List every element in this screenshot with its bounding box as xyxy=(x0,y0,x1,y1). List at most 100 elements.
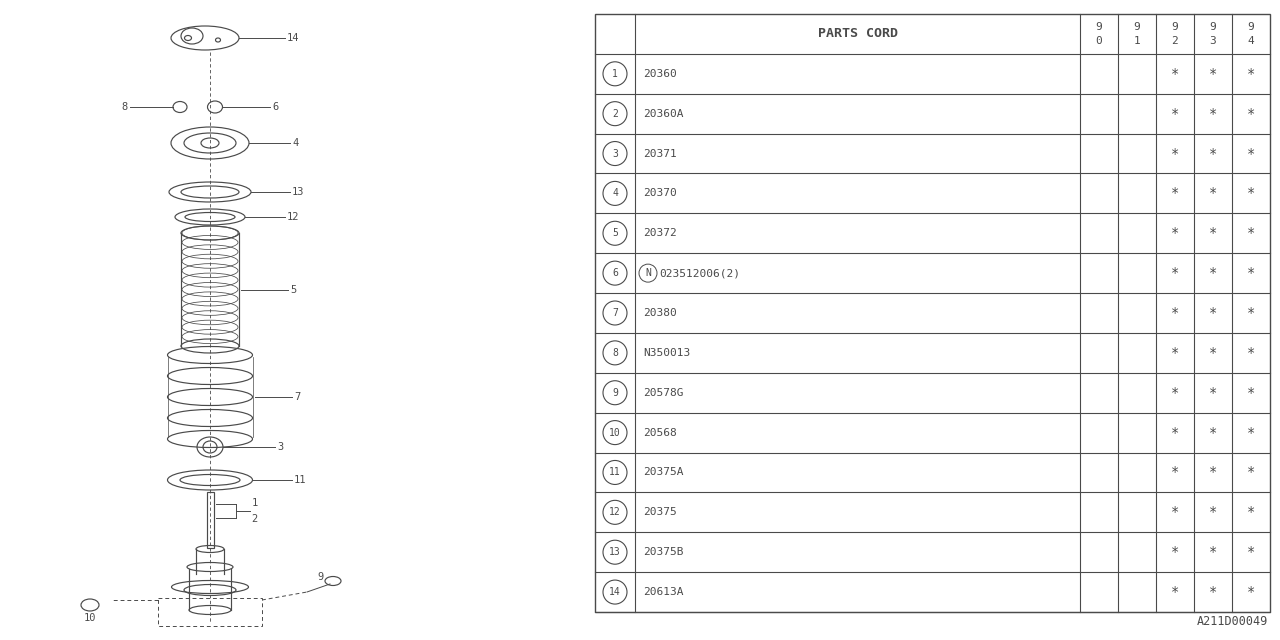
Text: 20375: 20375 xyxy=(643,508,677,517)
Text: *: * xyxy=(1208,107,1217,121)
Text: *: * xyxy=(1171,227,1179,240)
Text: *: * xyxy=(1171,585,1179,599)
Text: *: * xyxy=(1171,426,1179,440)
Text: *: * xyxy=(1247,346,1256,360)
Text: *: * xyxy=(1247,147,1256,161)
Text: *: * xyxy=(1171,107,1179,121)
Text: *: * xyxy=(1208,147,1217,161)
Text: *: * xyxy=(1171,386,1179,400)
Text: 7: 7 xyxy=(612,308,618,318)
Text: 0: 0 xyxy=(1096,36,1102,46)
Text: 11: 11 xyxy=(609,467,621,477)
Text: *: * xyxy=(1247,386,1256,400)
Text: *: * xyxy=(1171,186,1179,200)
Text: *: * xyxy=(1208,266,1217,280)
Text: 9: 9 xyxy=(317,572,323,582)
Text: 20375B: 20375B xyxy=(643,547,684,557)
Text: 3: 3 xyxy=(612,148,618,159)
Text: *: * xyxy=(1247,545,1256,559)
Text: 4: 4 xyxy=(1248,36,1254,46)
Text: 20613A: 20613A xyxy=(643,587,684,597)
Text: 8: 8 xyxy=(122,102,128,112)
Text: A211D00049: A211D00049 xyxy=(1197,615,1268,628)
Text: *: * xyxy=(1171,545,1179,559)
Text: N350013: N350013 xyxy=(643,348,690,358)
Text: *: * xyxy=(1247,506,1256,519)
Text: *: * xyxy=(1171,67,1179,81)
Text: 023512006(2): 023512006(2) xyxy=(659,268,740,278)
Text: 14: 14 xyxy=(609,587,621,597)
Text: *: * xyxy=(1171,306,1179,320)
Text: 20370: 20370 xyxy=(643,188,677,198)
Text: 9: 9 xyxy=(1248,22,1254,32)
Text: *: * xyxy=(1208,186,1217,200)
Text: 14: 14 xyxy=(287,33,300,43)
Text: 12: 12 xyxy=(287,212,300,222)
Text: 2: 2 xyxy=(1171,36,1179,46)
Text: 20360: 20360 xyxy=(643,69,677,79)
Text: 5: 5 xyxy=(612,228,618,238)
Text: 3: 3 xyxy=(1210,36,1216,46)
Text: 12: 12 xyxy=(609,508,621,517)
Text: PARTS CORD: PARTS CORD xyxy=(818,28,897,40)
Text: *: * xyxy=(1247,186,1256,200)
Bar xyxy=(595,14,1270,612)
Text: *: * xyxy=(1247,266,1256,280)
Text: *: * xyxy=(1208,346,1217,360)
Bar xyxy=(157,598,262,626)
Text: 20375A: 20375A xyxy=(643,467,684,477)
Text: 9: 9 xyxy=(1171,22,1179,32)
Text: 13: 13 xyxy=(292,187,305,197)
Text: 10: 10 xyxy=(609,428,621,438)
Text: *: * xyxy=(1208,67,1217,81)
Text: 20578G: 20578G xyxy=(643,388,684,397)
Text: *: * xyxy=(1208,506,1217,519)
Text: 20380: 20380 xyxy=(643,308,677,318)
Text: *: * xyxy=(1247,585,1256,599)
Text: *: * xyxy=(1208,306,1217,320)
Text: 4: 4 xyxy=(292,138,298,148)
Text: 6: 6 xyxy=(612,268,618,278)
Text: 4: 4 xyxy=(612,188,618,198)
Text: 1: 1 xyxy=(1134,36,1140,46)
Text: 11: 11 xyxy=(294,475,306,485)
Text: *: * xyxy=(1247,107,1256,121)
Text: 9: 9 xyxy=(1210,22,1216,32)
Text: 6: 6 xyxy=(273,102,278,112)
Text: 8: 8 xyxy=(612,348,618,358)
Text: 9: 9 xyxy=(1134,22,1140,32)
Text: 20360A: 20360A xyxy=(643,109,684,118)
Text: *: * xyxy=(1208,545,1217,559)
Text: *: * xyxy=(1171,266,1179,280)
Text: 5: 5 xyxy=(291,285,296,294)
Text: *: * xyxy=(1171,506,1179,519)
Text: *: * xyxy=(1247,465,1256,479)
Text: *: * xyxy=(1208,585,1217,599)
Text: *: * xyxy=(1171,346,1179,360)
Text: *: * xyxy=(1247,67,1256,81)
Text: 20371: 20371 xyxy=(643,148,677,159)
Text: 1: 1 xyxy=(251,498,257,508)
Text: 9: 9 xyxy=(1096,22,1102,32)
Text: *: * xyxy=(1208,386,1217,400)
Text: *: * xyxy=(1208,426,1217,440)
Text: N: N xyxy=(645,268,652,278)
Text: *: * xyxy=(1208,465,1217,479)
Text: 2: 2 xyxy=(251,514,257,524)
Text: 7: 7 xyxy=(294,392,301,402)
Text: 20568: 20568 xyxy=(643,428,677,438)
Bar xyxy=(206,492,214,548)
Text: 2: 2 xyxy=(612,109,618,118)
Text: *: * xyxy=(1171,147,1179,161)
Text: 10: 10 xyxy=(83,613,96,623)
Text: *: * xyxy=(1208,227,1217,240)
Text: *: * xyxy=(1171,465,1179,479)
Text: *: * xyxy=(1247,306,1256,320)
Text: 9: 9 xyxy=(612,388,618,397)
Text: *: * xyxy=(1247,426,1256,440)
Text: *: * xyxy=(1247,227,1256,240)
Text: 3: 3 xyxy=(276,442,283,452)
Text: 20372: 20372 xyxy=(643,228,677,238)
Text: 1: 1 xyxy=(612,69,618,79)
Text: 13: 13 xyxy=(609,547,621,557)
